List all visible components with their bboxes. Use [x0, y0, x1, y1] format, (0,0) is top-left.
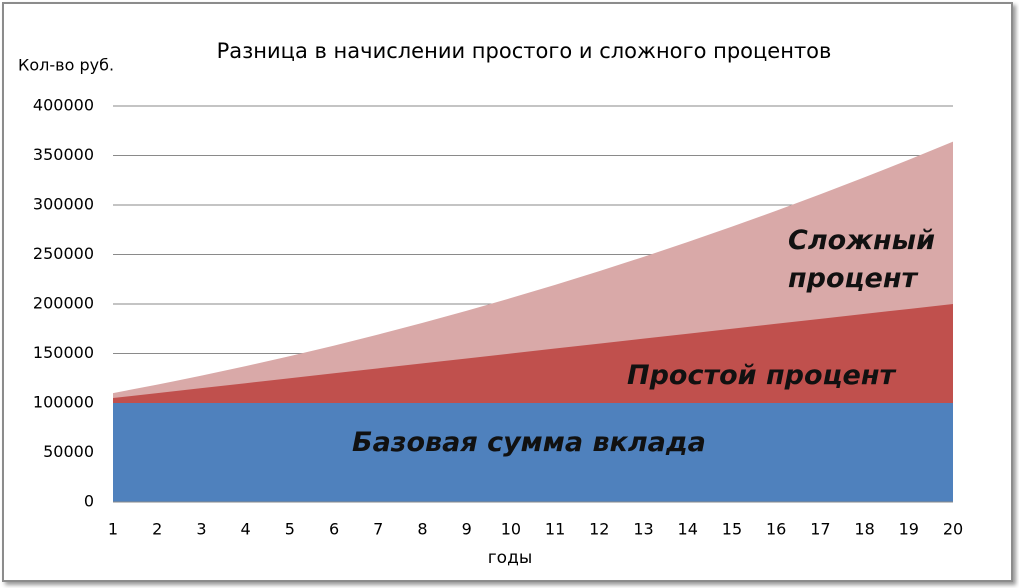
- x-tick-label: 19: [899, 520, 919, 539]
- x-tick-label: 9: [462, 520, 472, 539]
- x-tick-label: 3: [196, 520, 206, 539]
- x-tick-label: 12: [589, 520, 609, 539]
- x-tick-label: 13: [633, 520, 653, 539]
- x-tick-label: 20: [943, 520, 963, 539]
- area: [113, 403, 953, 502]
- x-tick-label: 14: [678, 520, 698, 539]
- x-tick-label: 4: [241, 520, 251, 539]
- annotation: Сложный процент: [788, 225, 935, 294]
- y-tick-label: 100000: [33, 393, 94, 412]
- annotation: Базовая сумма вклада: [352, 427, 706, 458]
- x-tick-label: 17: [810, 520, 830, 539]
- x-tick-label: 15: [722, 520, 742, 539]
- y-tick-label: 350000: [33, 145, 94, 164]
- y-tick-label: 200000: [33, 294, 94, 313]
- y-tick-label: 400000: [33, 96, 94, 115]
- y-tick-label: 0: [84, 492, 94, 511]
- annotation: Простой процент: [627, 360, 896, 391]
- y-axis-label: Кол-во руб.: [18, 56, 114, 75]
- y-tick-label: 300000: [33, 195, 94, 214]
- x-tick-label: 8: [417, 520, 427, 539]
- y-tick-label: 250000: [33, 244, 94, 263]
- y-tick-label: 50000: [43, 442, 94, 461]
- x-tick-label: 16: [766, 520, 786, 539]
- x-tick-label: 1: [108, 520, 118, 539]
- x-tick-label: 10: [501, 520, 521, 539]
- x-tick-label: 6: [329, 520, 339, 539]
- y-tick-label: 150000: [33, 343, 94, 362]
- x-tick-label: 18: [854, 520, 874, 539]
- x-tick-label: 11: [545, 520, 565, 539]
- x-tick-label: 5: [285, 520, 295, 539]
- x-axis-label: годы: [488, 548, 533, 568]
- x-tick-label: 2: [152, 520, 162, 539]
- x-tick-label: 7: [373, 520, 383, 539]
- chart-title: Разница в начислении простого и сложного…: [217, 39, 832, 63]
